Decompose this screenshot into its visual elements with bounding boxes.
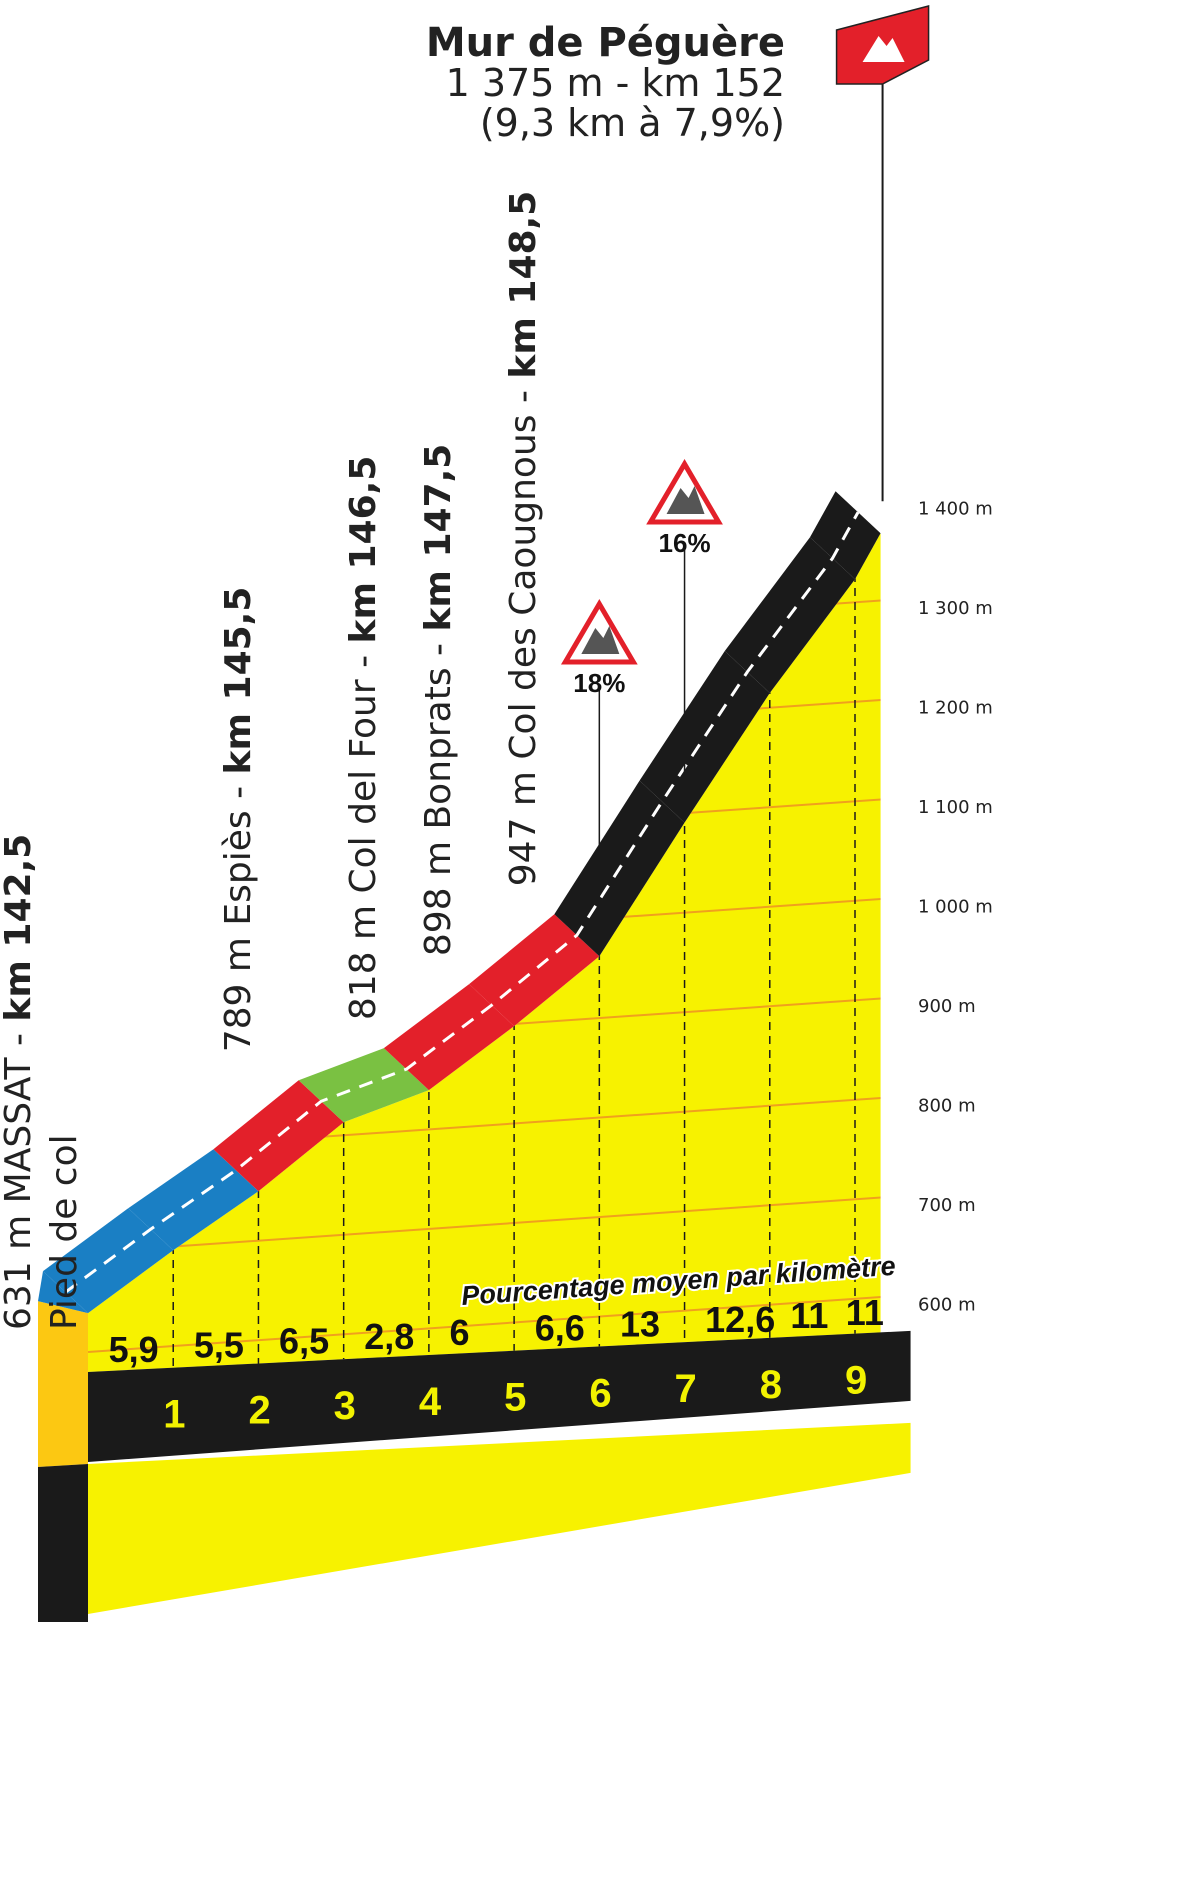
profile-fill: [88, 533, 881, 1372]
y-tick-label: 900 m: [918, 996, 976, 1017]
y-tick-label: 1 400 m: [918, 498, 993, 519]
ribbon-segment: [639, 651, 770, 823]
km-label: 5: [504, 1376, 526, 1420]
waypoint-label: 898 m Bonprats - km 147,5: [418, 444, 459, 957]
segment-percent: 13: [620, 1303, 660, 1344]
y-tick-label: 800 m: [918, 1095, 976, 1116]
km-label: 4: [419, 1380, 442, 1424]
mountain-icon: [666, 486, 705, 514]
summit-elevation-km: 1 375 m - km 152: [446, 61, 785, 105]
base-bottom-strip: [88, 1422, 911, 1614]
waypoint-label: 947 m Col des Caougnous - km 148,5: [503, 191, 544, 887]
segment-percent: 5,9: [109, 1329, 159, 1370]
summit-name: Mur de Péguère: [426, 20, 785, 66]
profile-side-face: [38, 1301, 88, 1467]
y-tick-label: 1 000 m: [918, 896, 993, 917]
segment-percent: 6: [450, 1312, 470, 1353]
km-label: 2: [248, 1388, 270, 1432]
km-labels: 1 2 3 4 5 6 7 8 9: [163, 1359, 867, 1437]
steep-sign-label: 18%: [573, 668, 625, 698]
waypoint-label: 631 m MASSAT - km 142,5: [0, 834, 39, 1330]
segment-percent: 12,6: [705, 1299, 775, 1340]
summit-length-gradient: (9,3 km à 7,9%): [480, 101, 785, 145]
ribbon-cap: [38, 1271, 88, 1314]
gridline: [88, 1295, 881, 1353]
road-centerline: [64, 511, 860, 1294]
waypoint-label: 818 m Col del Four - km 146,5: [343, 456, 384, 1021]
base-side-lower: [38, 1464, 88, 1622]
y-tick-label: 1 300 m: [918, 598, 993, 619]
gridline: [88, 1195, 881, 1254]
y-tick-label: 700 m: [918, 1195, 976, 1216]
segment-percent-labels: 5,9 5,5 6,5 2,8 6 6,6 13 12,6 11 11: [109, 1292, 884, 1370]
y-tick-label: 600 m: [918, 1294, 976, 1315]
segment-percent: 11: [846, 1292, 884, 1333]
km-label: 6: [589, 1371, 611, 1415]
segment-percent: 6,5: [279, 1320, 329, 1361]
waypoint-sublabel: Pied de col: [44, 1134, 85, 1330]
km-label: 1: [163, 1393, 185, 1437]
km-label: 3: [334, 1384, 356, 1428]
km-label: 7: [675, 1367, 697, 1411]
y-tick-label: 1 100 m: [918, 797, 993, 818]
flag-mountain-icon: [862, 36, 905, 62]
gridline: [88, 533, 881, 557]
mountain-icon: [581, 626, 620, 654]
steep-signs: 18% 16%: [560, 459, 723, 915]
segment-percent: 6,6: [535, 1308, 585, 1349]
y-axis: 1 400 m 1 300 m 1 200 m 1 100 m 1 000 m 900 m…: [918, 498, 993, 1315]
km-base-strip: [88, 1330, 911, 1462]
steep-sign-label: 16%: [659, 528, 711, 558]
km-label: 8: [760, 1363, 782, 1407]
y-tick-label: 1 200 m: [918, 697, 993, 718]
segment-percent: 5,5: [194, 1325, 244, 1366]
segment-percent: 2,8: [364, 1316, 414, 1357]
segment-percent: 11: [790, 1295, 828, 1336]
summit-flag-icon: [835, 5, 930, 85]
waypoint-label: 789 m Espiès - km 145,5: [218, 587, 259, 1053]
km-label: 9: [845, 1359, 867, 1403]
